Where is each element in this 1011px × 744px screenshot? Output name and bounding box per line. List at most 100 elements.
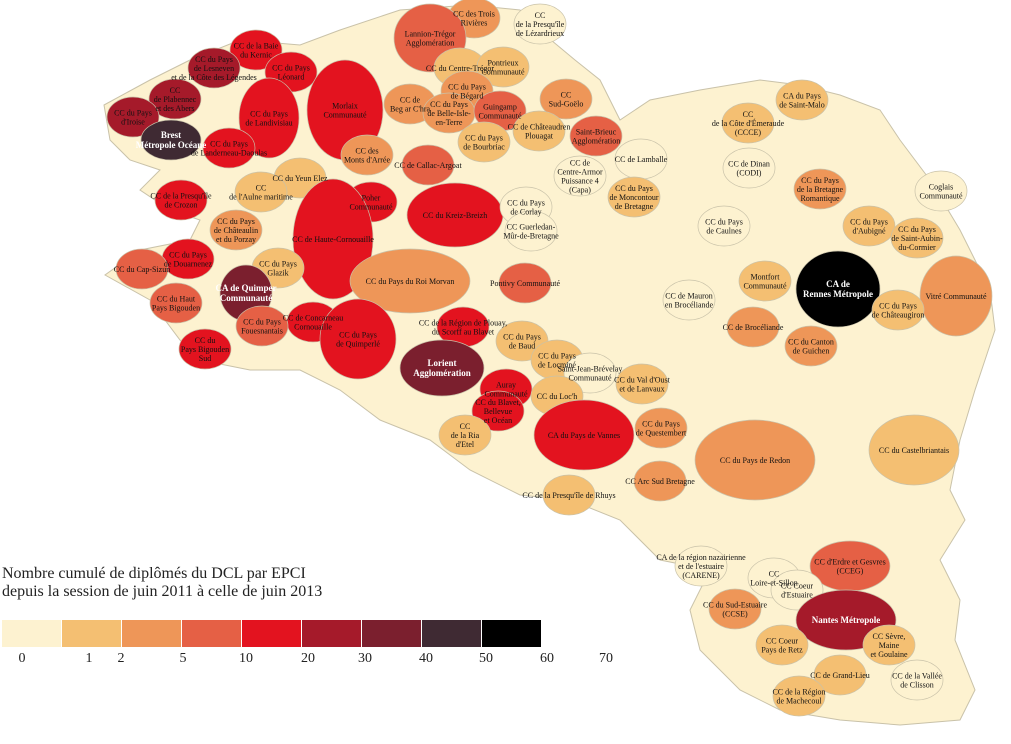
legend-tick-40: 40 [419,651,433,666]
region-cc-fouesnantais [235,305,289,347]
region-cc-pays-landivisiau [238,77,300,159]
label-cc-blavet: CC du Blavet, Bellevue et Océan [475,398,521,425]
region-cc-pays-redon [694,419,816,501]
region-saint-brieuc [569,115,623,157]
label-ca-saint-malo: CA du Pays de Saint-Malo [779,92,825,110]
legend-tick-0: 0 [18,651,26,666]
label-cc-cote-emeraude: CC de la Côte d'Émeraude (CCCE) [712,110,785,137]
label-cc-presquile-crozon: CC de la Presqu'île de Crozon [150,192,212,210]
label-cc-kreiz-breizh: CC du Kreiz-Breizh [423,211,487,220]
region-cc-presquile-lezardrieux [513,3,567,45]
label-cc-coeur-estuaire: CC Coeur d'Estuaire [781,582,814,600]
region-cc-baie-kernic [229,29,283,71]
label-morlaix: Morlaix Communauté [323,102,367,120]
label-cc-coeur-pays-retz: CC Coeur Pays de Retz [761,637,803,655]
label-ccse: CC du Sud-Estuaire (CCSE) [703,601,767,619]
label-carene: CA de la région nazairienne et de l'estua… [656,553,746,580]
legend-tick-70: 70 [599,651,613,666]
legend-tick-20: 20 [301,651,315,666]
region-cc-aulne-maritime [234,171,288,213]
label-cc-douarnenez: CC du Pays de Douarnenez [164,251,213,269]
label-cc-centre-tregor: CC du Centre-Trégor [426,64,494,73]
label-cc-concarneau: CC de Concarneau Cornouaille [283,314,343,332]
legend-title-line1: Nombre cumulé de diplômés du DCL par EPC… [2,565,306,582]
legend-swatch-8 [482,620,542,647]
region-pontivy [498,262,552,304]
region-cc-cote-emeraude [721,102,775,144]
label-lorient: Lorient Agglomération [413,358,471,378]
region-cc-presquile-crozon [154,179,208,221]
legend-tick-10: 10 [239,651,253,666]
legend-swatch-4 [242,620,302,647]
region-cc-haute-cornouaille [292,178,374,300]
label-cc-ria-etel: CC de la Ria d'Etel [451,422,480,449]
label-cc-aulne-maritime: CC de l'Aulne maritime [229,184,293,202]
label-cc-haut-bigouden: CC du Haut Pays Bigouden [152,295,200,313]
region-ca-saint-malo [775,79,829,121]
region-cc-chateaulin [209,209,263,251]
map-labels: CC des Trois Rivières CC de la Presqu'île de… [114,10,987,706]
label-cc-pays-leonard: CC du Pays Léonard [272,64,310,82]
region-lorient [399,339,485,397]
label-cc-erdre-gesvres: CC d'Erdre et Gesvres (CCEG) [814,558,885,576]
label-centre-armor: CC de Centre-Armor Puissance 4 (Capa) [557,159,603,195]
region-cc-moncontour [607,176,661,218]
region-cc-sevre-maine [862,624,916,666]
region-cc-guichen [784,325,838,367]
label-montfort: Montfort Communauté [743,273,787,291]
legend-tick-1: 1 [85,651,93,666]
region-cc-cap-sizun [115,248,169,290]
legend-swatch-0 [2,620,62,647]
label-brest: Brest Métropole Océane [136,130,207,150]
label-cc-callac: CC de Callac-Argoat [394,161,462,170]
label-sud-goelo: CC Sud-Goëlo [549,91,584,109]
region-cc-quimperle [319,298,397,380]
region-cc-chateaugiron [871,289,925,331]
region-cc-pays-bigouden-sud [178,328,232,370]
legend-swatch-5 [302,620,362,647]
label-cc-vallee-clisson: CC de la Vallée de Clisson [892,672,942,690]
legend-swatch-1 [62,620,122,647]
region-cc-callac [401,144,455,186]
region-cc-haut-bigouden [149,282,203,324]
legend-ticks: 0 1 2 5 10 20 30 40 50 60 70 [0,651,640,671]
region-cc-plabennec [148,78,202,120]
label-cc-mauron: CC de Mauron en Brocéliande [665,292,714,310]
legend-tick-50: 50 [479,651,493,666]
label-cc-pays-lesneven: CC du Pays de Lesneven et de la Côte des L… [171,55,257,82]
label-cc-arc-sud: CC Arc Sud Bretagne [625,477,695,486]
label-cc-plabennec: CC de Plabennec et des Abers [154,86,197,113]
label-cc-beg-ar-c-hra: CC de Beg ar C'hra [390,96,431,114]
region-cc-coeur-pays-retz [755,624,809,666]
label-cc-aubigne: CC du Pays d'Aubigné [850,218,888,236]
label-guingamp: Guingamp Communauté [478,103,522,121]
label-cc-pays-corlay: CC du Pays de Corlay [507,199,545,217]
label-cc-yeun-elez: CC du Yeun Elez [272,174,328,183]
region-cc-machecoul [772,675,826,717]
legend-title: Nombre cumulé de diplômés du DCL par EPC… [2,565,322,601]
label-poher: Poher Communauté [349,194,393,212]
region-cc-pays-iroise [106,96,160,138]
region-sud-goelo [539,78,593,120]
label-cc-presquile-rhuys: CC de la Presqu'île de Rhuys [522,491,615,500]
region-cc-guerledan [504,210,558,252]
label-lannion-tregor: Lannion-Trégor Agglomération [405,30,456,48]
label-cc-fouesnantais: CC du Pays Fouesnantais [241,318,283,336]
label-nantes: Nantes Métropole [812,615,881,625]
legend-swatch-2 [122,620,182,647]
label-auray: Auray Communauté [484,381,528,399]
region-cc-aubigne [842,205,896,247]
region-cc-castelbriantais [868,414,960,486]
label-cc-broceliande: CC de Brocéliande [723,323,784,332]
label-cc-quimperle: CC du Pays de Quimperlé [336,331,380,349]
label-cc-loire-sillon: CC Loire-et-Sillon [750,570,798,588]
region-coglais [914,170,968,212]
label-cc-trois-rivieres: CC des Trois Rivières [453,10,495,28]
region-cc-landerneau [202,127,256,169]
label-cc-monts-arree: CC des Monts d'Arrée [344,147,391,165]
label-cc-chateaulin: CC du Pays de Châteaulin et du Porzay [214,217,258,244]
region-cc-grand-lieu [813,654,867,696]
label-vitre: Vitré Communauté [925,292,987,301]
region-ccse [708,588,762,630]
legend-tick-60: 60 [540,651,554,666]
